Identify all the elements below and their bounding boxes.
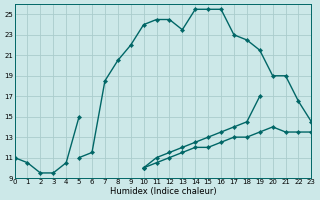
- X-axis label: Humidex (Indice chaleur): Humidex (Indice chaleur): [110, 187, 216, 196]
